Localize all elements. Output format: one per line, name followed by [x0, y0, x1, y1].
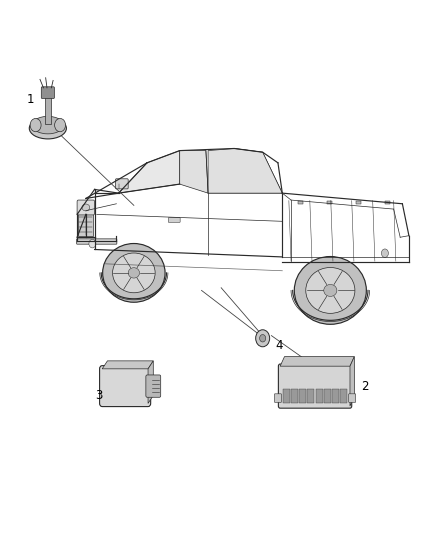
- FancyBboxPatch shape: [168, 217, 180, 222]
- Ellipse shape: [32, 116, 64, 134]
- Bar: [356, 201, 361, 204]
- FancyBboxPatch shape: [99, 366, 151, 407]
- Bar: [307, 389, 314, 403]
- Ellipse shape: [128, 268, 140, 278]
- FancyBboxPatch shape: [279, 364, 352, 408]
- Ellipse shape: [82, 204, 90, 211]
- Ellipse shape: [306, 268, 355, 313]
- Polygon shape: [119, 151, 180, 193]
- Bar: [385, 201, 390, 204]
- FancyBboxPatch shape: [116, 179, 128, 189]
- Circle shape: [256, 330, 270, 347]
- Ellipse shape: [113, 253, 155, 293]
- Bar: [340, 389, 347, 403]
- FancyBboxPatch shape: [146, 375, 161, 397]
- FancyBboxPatch shape: [41, 87, 54, 99]
- Text: 1: 1: [27, 93, 34, 106]
- Ellipse shape: [294, 256, 366, 324]
- Bar: [291, 389, 298, 403]
- Bar: [324, 389, 331, 403]
- Ellipse shape: [324, 285, 337, 296]
- FancyBboxPatch shape: [77, 239, 117, 244]
- Text: 3: 3: [95, 389, 102, 402]
- Circle shape: [89, 239, 96, 248]
- Polygon shape: [350, 357, 354, 406]
- Ellipse shape: [29, 118, 67, 139]
- Ellipse shape: [102, 244, 165, 302]
- Polygon shape: [180, 151, 208, 193]
- Circle shape: [260, 335, 266, 342]
- FancyBboxPatch shape: [275, 394, 282, 402]
- Bar: [297, 201, 303, 204]
- Text: 2: 2: [361, 379, 369, 393]
- Bar: [45, 95, 51, 124]
- FancyBboxPatch shape: [349, 394, 356, 402]
- Bar: [78, 213, 93, 236]
- Polygon shape: [102, 361, 153, 369]
- Ellipse shape: [30, 118, 41, 132]
- Bar: [332, 389, 339, 403]
- Polygon shape: [280, 357, 354, 366]
- Bar: [316, 389, 323, 403]
- Polygon shape: [148, 361, 153, 403]
- Bar: [299, 389, 306, 403]
- Bar: [283, 389, 290, 403]
- Text: 4: 4: [276, 338, 283, 352]
- Bar: [327, 201, 332, 204]
- Ellipse shape: [55, 118, 66, 132]
- Circle shape: [381, 249, 389, 257]
- Polygon shape: [208, 149, 283, 193]
- Polygon shape: [208, 149, 283, 193]
- FancyBboxPatch shape: [77, 200, 95, 215]
